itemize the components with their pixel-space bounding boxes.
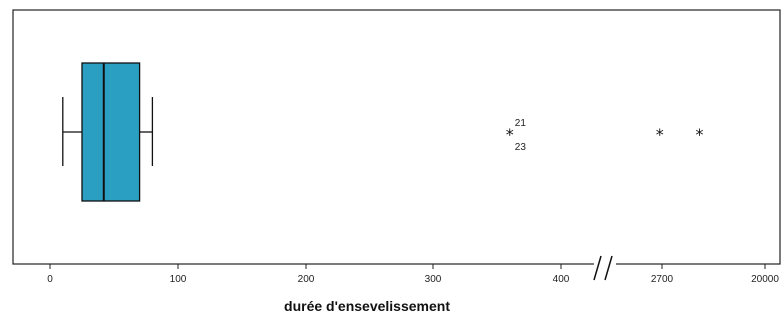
x-axis-title: durée d'ensevelissement xyxy=(284,298,450,314)
plot-frame xyxy=(12,9,781,265)
outlier-point-2: * xyxy=(696,125,704,144)
axis-break-mark-1 xyxy=(593,255,602,281)
x-tick-label-3: 300 xyxy=(425,274,442,285)
x-tick-label-0: 0 xyxy=(47,274,53,285)
outlier-point-0: * xyxy=(506,125,514,144)
x-tick-label-2: 200 xyxy=(298,274,315,285)
box-iqr xyxy=(81,62,141,202)
outlier-label-0-a: 21 xyxy=(515,118,527,129)
x-tick-label-5: 2700 xyxy=(651,274,674,285)
outlier-point-1: * xyxy=(656,125,664,144)
axis-break-mark-2 xyxy=(604,255,613,281)
x-tick-label-4: 400 xyxy=(553,274,570,285)
x-tick-label-1: 100 xyxy=(170,274,187,285)
x-tick-label-6: 20000 xyxy=(751,274,779,285)
outlier-label-0-b: 23 xyxy=(515,142,527,153)
